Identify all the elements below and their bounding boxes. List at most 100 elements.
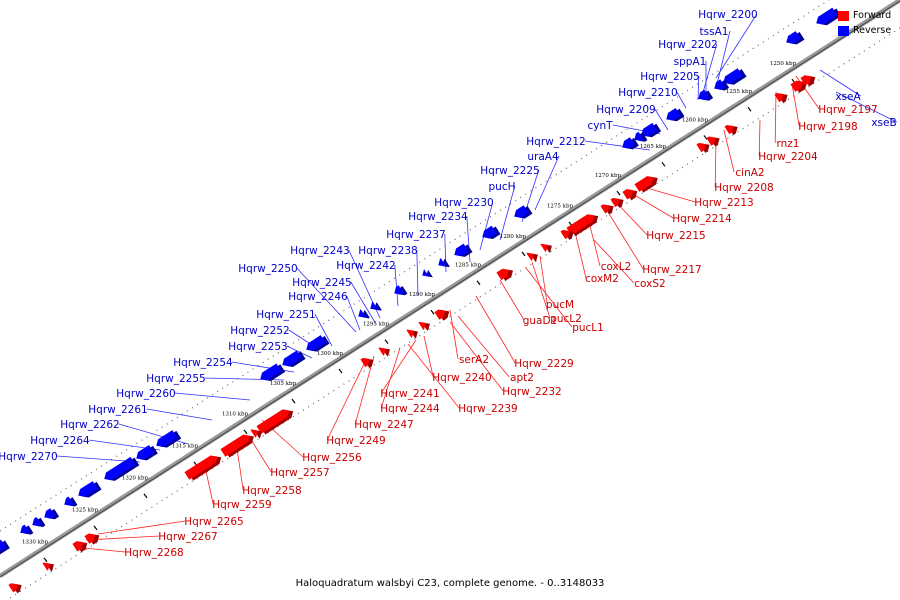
leader-line (346, 295, 361, 331)
forward-gene (8, 583, 22, 594)
gene-label-hqrw-2232: Hqrw_2232 (502, 386, 561, 398)
leader-line (416, 249, 419, 297)
forward-gene (220, 434, 254, 458)
reverse-gene (358, 309, 370, 319)
gene-label-hqrw-2234: Hqrw_2234 (408, 211, 468, 223)
leader-line (534, 155, 560, 211)
tick-label: 1310 kbp (222, 412, 249, 418)
leader-line (174, 392, 251, 401)
gene-label-hqrw-2251: Hqrw_2251 (256, 309, 315, 321)
tick-label: 1270 kbp (595, 173, 622, 179)
leader-line (350, 281, 377, 325)
gene-label-xsea: xseA (835, 91, 861, 103)
gene-label-cynt: cynT (587, 120, 613, 132)
gene-label-hqrw-2212: Hqrw_2212 (526, 136, 585, 148)
reverse-gene (422, 268, 433, 278)
tick-label: 1290 kbp (409, 292, 436, 298)
leader-line (354, 355, 375, 425)
forward-gene (696, 142, 710, 153)
gene-label-sppa1: sppA1 (674, 56, 707, 68)
forward-gene (406, 329, 418, 339)
gene-label-hqrw-2253: Hqrw_2253 (228, 341, 287, 353)
leader-line (525, 267, 573, 328)
gene-label-hqrw-2256: Hqrw_2256 (302, 452, 362, 464)
gene-label-hqrw-2265: Hqrw_2265 (184, 516, 243, 528)
leader-line (819, 69, 862, 97)
tick-mark (521, 251, 526, 257)
gene-label-hqrw-2198: Hqrw_2198 (798, 121, 857, 133)
leader-line (715, 30, 731, 89)
gene-label-hqrw-2197: Hqrw_2197 (818, 104, 877, 116)
legend-forward: Forward (838, 8, 891, 23)
forward-gene (774, 92, 788, 103)
leader-line (457, 315, 510, 378)
tick-label: 1280 kbp (500, 234, 527, 240)
gene-label-hqrw-2214: Hqrw_2214 (672, 213, 732, 225)
tick-label: 1250 kbp (770, 61, 797, 67)
tick-mark (430, 309, 435, 315)
leader-line (475, 295, 516, 364)
tick-label: 1265 kbp (640, 144, 667, 150)
forward-gene (526, 252, 538, 262)
forward-gene (706, 136, 720, 147)
gene-label-hqrw-2230: Hqrw_2230 (434, 197, 493, 209)
reverse-gene (44, 508, 60, 520)
leader-line (83, 547, 126, 553)
reverse-gene (723, 68, 747, 85)
leader-line (676, 91, 687, 109)
gene-label-hqrw-2262: Hqrw_2262 (60, 419, 119, 431)
tick-label: 1285 kbp (455, 263, 482, 269)
gene-label-uraa4: uraA4 (527, 151, 559, 163)
tick-mark (747, 106, 752, 112)
tick-label: 1305 kbp (270, 381, 297, 387)
leader-line (449, 321, 504, 392)
gene-label-pucm: pucM (546, 299, 574, 311)
reverse-gene (32, 516, 46, 527)
forward-gene (540, 243, 552, 253)
forward-gene (724, 124, 738, 135)
reverse-gene (64, 496, 78, 507)
leader-line (584, 140, 651, 151)
gene-label-rnz1: rnz1 (777, 138, 800, 150)
forward-gene (418, 321, 430, 331)
reverse-gene (394, 285, 408, 296)
gene-label-xseb: xseB (871, 117, 896, 129)
gene-label-hqrw-2267: Hqrw_2267 (158, 531, 217, 543)
gene-label-hqrw-2242: Hqrw_2242 (336, 260, 395, 272)
leader-line (296, 267, 357, 333)
leader-line (791, 83, 800, 127)
reverse-gene (104, 456, 140, 481)
gene-label-hqrw-2210: Hqrw_2210 (618, 87, 677, 99)
gene-label-hqrw-2250: Hqrw_2250 (238, 263, 297, 275)
tick-label: 1300 kbp (317, 351, 344, 357)
leader-line (774, 91, 777, 144)
tick-mark (384, 339, 389, 344)
leader-line (593, 239, 635, 284)
reverse-gene (260, 363, 286, 382)
leader-line (654, 108, 669, 131)
forward-gene (72, 541, 88, 553)
gene-label-hqrw-2252: Hqrw_2252 (230, 325, 289, 337)
forward-gene (610, 197, 624, 208)
leader-line (407, 343, 460, 409)
gene-label-hqrw-2208: Hqrw_2208 (714, 182, 773, 194)
leader-line (714, 139, 717, 188)
gene-label-hqrw-2254: Hqrw_2254 (173, 357, 233, 369)
forward-gene (184, 455, 222, 481)
gene-label-hqrw-2261: Hqrw_2261 (88, 404, 147, 416)
gene-label-hqrw-2245: Hqrw_2245 (292, 277, 351, 289)
tick-label: 1260 kbp (682, 117, 709, 123)
forward-gene (790, 80, 808, 93)
forward-gene (622, 189, 638, 201)
reverse-gene (622, 137, 639, 150)
legend: Forward Reverse (838, 8, 891, 38)
gene-label-hqrw-2215: Hqrw_2215 (646, 230, 705, 242)
leader-line (499, 185, 516, 241)
forward-gene (378, 347, 390, 357)
leader-line (589, 225, 601, 267)
reverse-gene (816, 7, 842, 26)
forward-gene (800, 75, 816, 87)
leader-line (466, 215, 471, 263)
reverse-gene (306, 335, 330, 352)
tick-mark (476, 280, 481, 286)
